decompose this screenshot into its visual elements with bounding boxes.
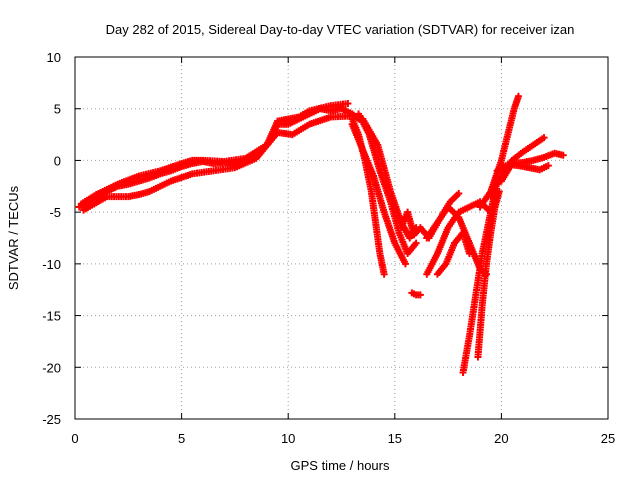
- series-scatter-mid: [397, 190, 463, 242]
- series-mid-wave-3: [433, 229, 473, 278]
- data-point: [559, 151, 567, 159]
- x-tick-label: 25: [601, 431, 615, 446]
- data-point: [495, 187, 503, 195]
- y-tick-label: -25: [42, 412, 61, 427]
- data-point: [416, 291, 424, 299]
- x-axis-label: GPS time / hours: [291, 458, 390, 473]
- y-tick-label: -5: [49, 205, 61, 220]
- series-scatter-low: [408, 289, 424, 299]
- data-point: [344, 100, 352, 108]
- y-tick-label: 10: [47, 50, 61, 65]
- data-point: [380, 270, 388, 278]
- data-marks: [75, 92, 567, 376]
- y-tick-label: -10: [42, 257, 61, 272]
- x-tick-label: 15: [388, 431, 402, 446]
- data-point: [514, 92, 522, 100]
- x-tick-label: 20: [494, 431, 508, 446]
- series-drop-b: [348, 120, 409, 268]
- chart-title: Day 282 of 2015, Sidereal Day-to-day VTE…: [106, 22, 575, 37]
- plot-frame: [74, 56, 609, 420]
- y-tick-label: -20: [42, 360, 61, 375]
- y-tick-label: -15: [42, 309, 61, 324]
- data-point: [540, 134, 548, 142]
- x-tick-labels: 0 5 10 15 20 25: [71, 431, 615, 446]
- series-main-lower: [80, 112, 356, 214]
- data-point: [401, 260, 409, 268]
- axis-ticks: [74, 56, 609, 420]
- x-tick-label: 10: [281, 431, 295, 446]
- series-deep-dip-b: [474, 187, 503, 361]
- data-point: [544, 162, 552, 170]
- data-point: [412, 239, 420, 247]
- x-tick-label: 5: [178, 431, 185, 446]
- y-tick-labels: 10 5 0 -5 -10 -15 -20 -25: [42, 50, 61, 427]
- data-point: [455, 190, 463, 198]
- grid-lines: [75, 57, 608, 419]
- y-tick-label: 5: [54, 102, 61, 117]
- x-tick-label: 0: [71, 431, 78, 446]
- data-point: [465, 250, 473, 258]
- y-tick-label: 0: [54, 153, 61, 168]
- series-late-tail: [497, 149, 567, 185]
- y-axis-label: SDTVAR / TECUs: [6, 185, 21, 290]
- series-recovery-mid: [487, 134, 548, 201]
